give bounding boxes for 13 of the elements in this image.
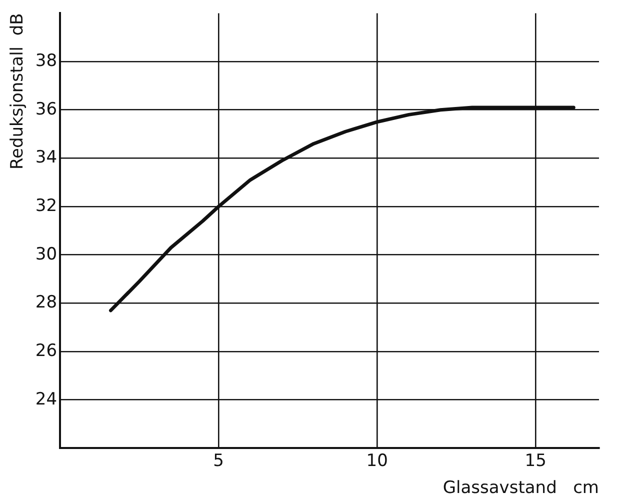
y-tick-label: 28: [35, 292, 58, 313]
y-tick-label: 36: [35, 99, 58, 120]
x-tick-label: 5: [213, 450, 224, 471]
x-tick-label: 10: [366, 450, 388, 471]
x-axis-title: Glassavstand cm: [442, 478, 599, 498]
x-tick-label: 15: [524, 450, 546, 471]
y-tick-label: 32: [35, 196, 58, 216]
y-tick-label: 26: [35, 340, 58, 361]
y-axis-title: Reduksjonstall dB: [8, 13, 28, 170]
y-tick-label: 30: [35, 244, 58, 264]
y-tick-label: 24: [35, 389, 58, 410]
y-tick-label: 34: [35, 148, 58, 168]
y-tick-label: 38: [35, 50, 58, 71]
